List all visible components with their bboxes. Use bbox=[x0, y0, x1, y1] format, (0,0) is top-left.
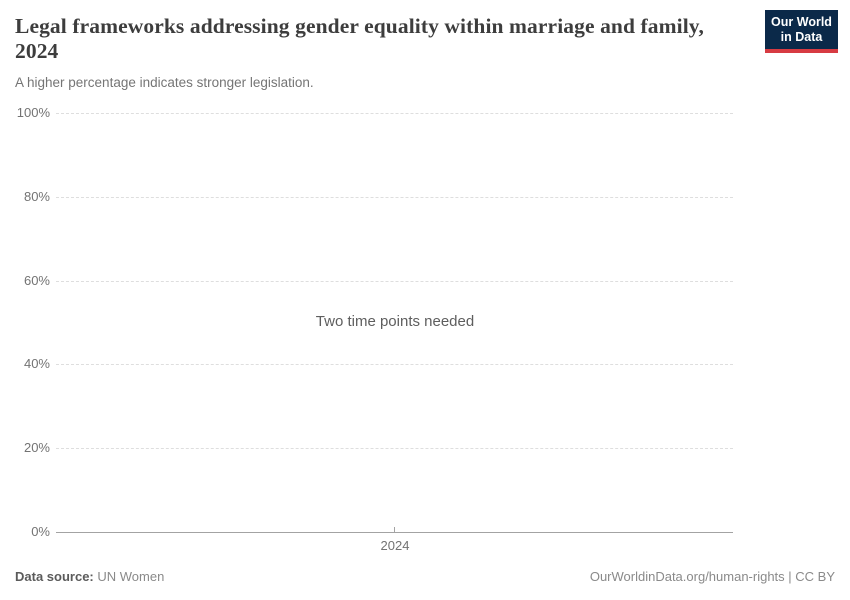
data-source: Data source: UN Women bbox=[15, 569, 164, 584]
page-title: Legal frameworks addressing gender equal… bbox=[15, 14, 704, 64]
attribution-link[interactable]: OurWorldinData.org/human-rights | CC BY bbox=[589, 569, 835, 584]
gridline-100 bbox=[56, 113, 733, 114]
x-axis-line bbox=[56, 532, 733, 533]
chart-subtitle: A higher percentage indicates stronger l… bbox=[15, 75, 314, 90]
y-tick-label: 0% bbox=[31, 524, 50, 539]
y-tick-label: 80% bbox=[23, 189, 50, 204]
x-tick-label: 2024 bbox=[380, 538, 410, 553]
empty-state-message: Two time points needed bbox=[315, 313, 475, 330]
gridline-60 bbox=[56, 281, 733, 282]
owid-logo-line1: Our World bbox=[771, 14, 832, 29]
y-tick-label: 40% bbox=[23, 356, 50, 371]
gridline-20 bbox=[56, 448, 733, 449]
data-source-value: UN Women bbox=[97, 569, 165, 584]
y-tick-label: 20% bbox=[23, 440, 50, 455]
data-source-label: Data source: bbox=[15, 569, 94, 584]
y-tick-label: 60% bbox=[23, 273, 50, 288]
owid-logo[interactable]: Our World in Data bbox=[765, 10, 838, 53]
y-tick-label: 100% bbox=[16, 105, 50, 120]
owid-logo-line2: in Data bbox=[780, 29, 823, 44]
x-axis-tick bbox=[394, 527, 395, 532]
gridline-40 bbox=[56, 364, 733, 365]
gridline-80 bbox=[56, 197, 733, 198]
